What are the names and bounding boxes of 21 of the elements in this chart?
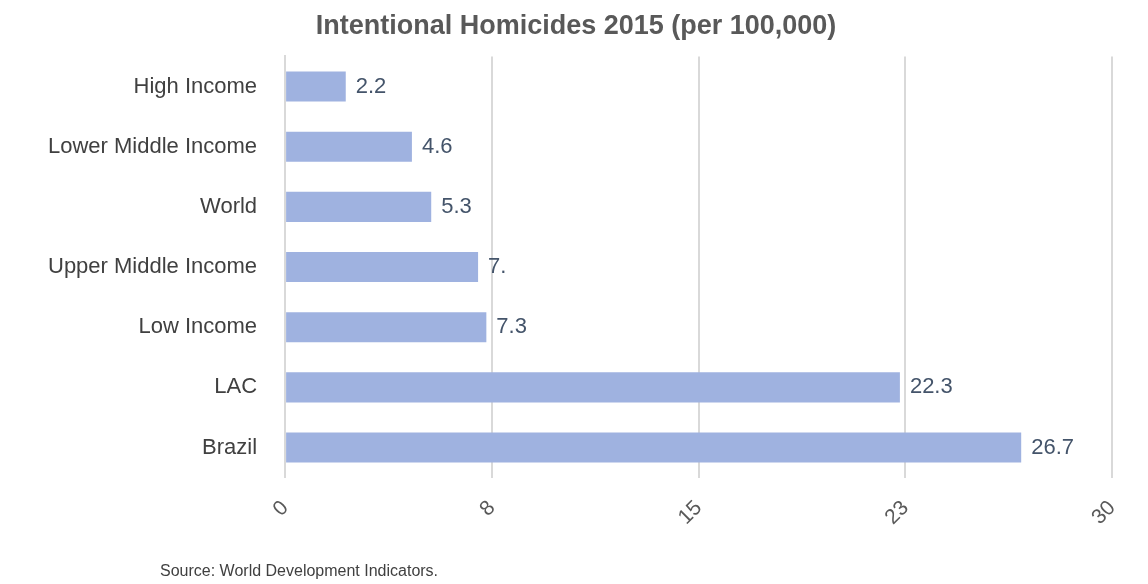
y-tick-label: World (200, 192, 258, 218)
data-label: 4.6 (421, 132, 453, 158)
y-tick-label: High Income (133, 72, 258, 98)
y-tick-label: Lower Middle Income (47, 132, 258, 158)
y-tick-label: Low Income (138, 313, 258, 339)
y-tick-label: LAC (214, 373, 258, 399)
y-tick-label: Upper Middle Income (47, 253, 258, 279)
data-label: 2.2 (355, 72, 387, 98)
x-tick-label: 0 (267, 495, 293, 520)
source-note: Source: World Development Indicators. (160, 562, 439, 579)
x-tick-label: 23 (879, 495, 913, 529)
x-tick-label: 15 (672, 495, 706, 529)
y-tick-label: Brazil (202, 433, 258, 459)
data-label: 7. (488, 253, 507, 279)
chart-title: Intentional Homicides 2015 (per 100,000) (315, 9, 837, 40)
x-tick-label: 8 (474, 495, 499, 520)
data-label: 22.3 (909, 373, 953, 399)
x-tick-label: 30 (1086, 495, 1120, 529)
data-label: 5.3 (441, 192, 472, 218)
data-label: 7.3 (496, 313, 527, 339)
data-label: 26.7 (1031, 433, 1075, 459)
